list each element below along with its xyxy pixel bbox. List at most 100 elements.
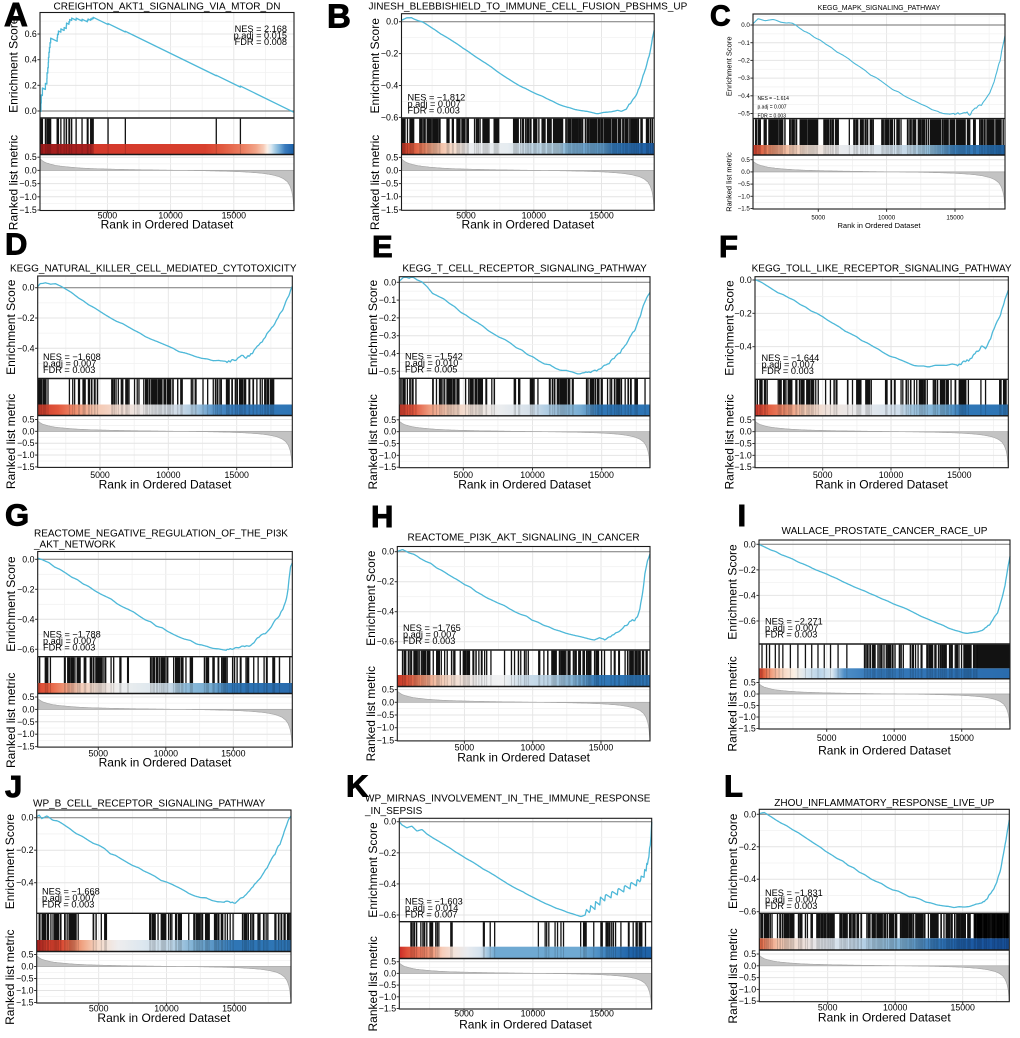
svg-text:NES = −1.603: NES = −1.603 [405,897,463,907]
svg-text:0.5: 0.5 [382,685,394,695]
svg-text:Ranked list metric: Ranked list metric [7,135,21,230]
svg-text:A: A [4,0,28,33]
svg-text:15000: 15000 [221,749,246,759]
svg-text:H: H [371,499,393,534]
svg-text:_AKT_NETWORK: _AKT_NETWORK [33,540,116,551]
svg-text:Rank in Ordered Dataset: Rank in Ordered Dataset [818,744,951,758]
svg-text:5000: 5000 [90,470,110,480]
svg-text:WALLACE_PROSTATE_CANCER_RACE_U: WALLACE_PROSTATE_CANCER_RACE_UP [782,526,988,537]
svg-text:−0.6: −0.6 [381,112,398,122]
svg-text:−0.6: −0.6 [739,907,756,917]
svg-text:NES = −1.668: NES = −1.668 [42,887,100,897]
svg-text:15000: 15000 [222,211,247,221]
svg-text:−1.5: −1.5 [379,1003,396,1013]
svg-text:L: L [724,769,743,804]
svg-text:−0.2: −0.2 [16,845,33,855]
svg-text:KEGG_TOLL_LIKE_RECEPTOR_SIGNAL: KEGG_TOLL_LIKE_RECEPTOR_SIGNALING_PATHWA… [752,264,1012,275]
svg-text:Rank in Ordered Dataset: Rank in Ordered Dataset [457,750,590,764]
svg-text:5000: 5000 [455,743,475,753]
svg-text:FDR = 0.003: FDR = 0.003 [43,643,95,653]
svg-text:p.adj = 0.007: p.adj = 0.007 [758,105,787,111]
svg-text:p.adj = 0.007: p.adj = 0.007 [765,623,818,633]
svg-text:5000: 5000 [454,1009,474,1019]
svg-text:−1.0: −1.0 [738,193,751,200]
svg-text:−0.5: −0.5 [379,438,396,448]
svg-text:Enrichment Score: Enrichment Score [364,550,378,646]
svg-text:0.0: 0.0 [741,169,750,176]
svg-text:−0.6: −0.6 [17,644,34,654]
svg-text:5000: 5000 [811,215,825,222]
svg-text:−0.5: −0.5 [19,179,36,189]
svg-text:NES = −1.788: NES = −1.788 [43,630,101,640]
svg-text:K: K [346,769,369,804]
svg-text:NES = −1.831: NES = −1.831 [765,888,823,898]
svg-text:0.6: 0.6 [25,29,37,39]
svg-text:Rank in Ordered Dataset: Rank in Ordered Dataset [818,1011,951,1025]
svg-text:Ranked list metric: Ranked list metric [368,135,382,230]
svg-text:p.adj = 0.007: p.adj = 0.007 [403,630,456,640]
svg-text:0.0: 0.0 [382,547,394,557]
svg-text:−1.0: −1.0 [381,192,398,202]
svg-text:NES = −1.765: NES = −1.765 [403,623,461,633]
svg-text:I: I [738,498,747,533]
svg-text:Ranked list metric: Ranked list metric [726,928,740,1023]
svg-text:J: J [5,769,22,804]
svg-text:FDR = 0.003: FDR = 0.003 [408,106,460,116]
svg-text:WP_B_CELL_RECEPTOR_SIGNALING_P: WP_B_CELL_RECEPTOR_SIGNALING_PATHWAY [33,799,266,810]
svg-text:10000: 10000 [879,470,904,480]
svg-text:10000: 10000 [878,215,896,222]
svg-text:0.0: 0.0 [744,539,756,549]
svg-text:Rank in Ordered Dataset: Rank in Ordered Dataset [462,218,595,232]
svg-text:0.5: 0.5 [384,415,396,425]
svg-text:0.0: 0.0 [21,961,33,971]
svg-text:0.0: 0.0 [384,968,396,978]
svg-text:−1.0: −1.0 [17,729,34,739]
svg-text:KEGG_T_CELL_RECEPTOR_SIGNALING: KEGG_T_CELL_RECEPTOR_SIGNALING_PATHWAY [402,264,647,275]
svg-text:FDR = 0.003: FDR = 0.003 [43,365,95,375]
svg-text:NES = −1.614: NES = −1.614 [758,96,790,102]
svg-text:−0.5: −0.5 [739,973,756,983]
svg-text:0.0: 0.0 [744,689,756,699]
svg-text:5000: 5000 [456,211,476,221]
svg-text:D: D [5,227,27,262]
svg-text:Rank in Ordered Dataset: Rank in Ordered Dataset [99,478,232,492]
svg-text:−0.5: −0.5 [16,973,33,983]
svg-text:Rank in Ordered Dataset: Rank in Ordered Dataset [838,221,922,230]
svg-text:0.0: 0.0 [744,809,756,819]
svg-text:Rank in Ordered Dataset: Rank in Ordered Dataset [459,1018,592,1032]
svg-text:−0.5: −0.5 [17,438,34,448]
svg-text:0.5: 0.5 [744,677,756,687]
svg-text:−0.4: −0.4 [377,607,394,617]
svg-text:15000: 15000 [946,215,964,222]
svg-text:−1.0: −1.0 [379,992,396,1002]
svg-text:FDR = 0.003: FDR = 0.003 [42,900,94,910]
svg-text:−0.2: −0.2 [738,565,755,575]
svg-text:−0.3: −0.3 [379,331,396,341]
svg-text:0.0: 0.0 [744,961,756,971]
svg-text:FDR = 0.003: FDR = 0.003 [765,630,817,640]
svg-text:−0.5: −0.5 [738,700,755,710]
svg-text:−0.5: −0.5 [738,181,751,188]
svg-text:−1.5: −1.5 [739,996,756,1006]
svg-text:−1.5: −1.5 [379,462,396,472]
svg-text:Ranked list metric: Ranked list metric [726,656,740,751]
svg-text:−1.0: −1.0 [17,450,34,460]
svg-text:E: E [372,229,393,264]
svg-text:−1.5: −1.5 [381,205,398,215]
svg-text:p.adj = 0.007: p.adj = 0.007 [408,99,461,109]
svg-text:0.0: 0.0 [22,283,34,293]
svg-text:0.0: 0.0 [382,697,394,707]
svg-text:−1.5: −1.5 [738,206,751,213]
svg-text:−1.0: −1.0 [738,712,755,722]
svg-text:Rank in Ordered Dataset: Rank in Ordered Dataset [99,756,232,770]
svg-text:−0.2: −0.2 [734,308,751,318]
svg-text:Enrichment Score: Enrichment Score [726,813,740,909]
svg-text:5000: 5000 [813,470,833,480]
svg-text:5000: 5000 [817,733,837,743]
svg-text:REACTOME_NEGATIVE_REGULATION_O: REACTOME_NEGATIVE_REGULATION_OF_THE_PI3K [34,529,288,540]
svg-text:−0.2: −0.2 [379,313,396,323]
svg-text:Enrichment Score: Enrichment Score [725,36,734,96]
svg-text:15000: 15000 [947,470,972,480]
svg-text:p.adj = 0.007: p.adj = 0.007 [762,360,815,370]
svg-text:−0.5: −0.5 [381,179,398,189]
